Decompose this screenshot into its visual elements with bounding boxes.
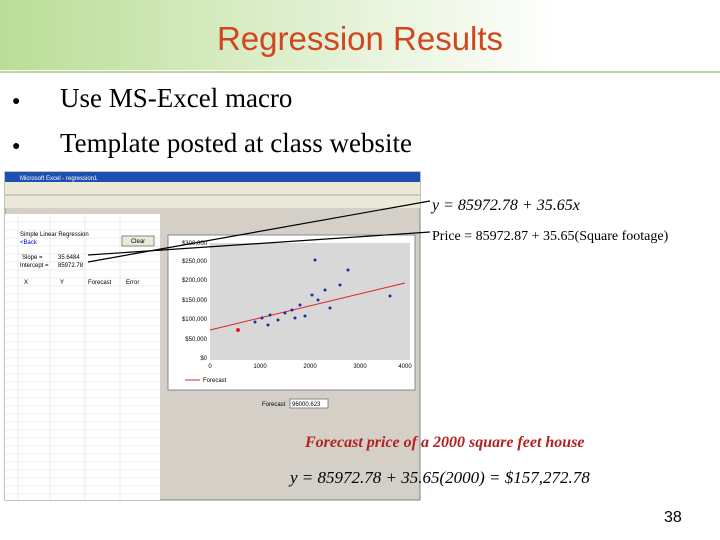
slope-value: 35.6484 [58, 255, 80, 261]
arrow [87, 231, 431, 256]
forecast-value: 96000.623 [292, 402, 321, 408]
intercept-label: Intercept = [20, 263, 49, 269]
chart-y-tick: $50,000 [185, 337, 207, 343]
chart-x-tick: 4000 [398, 364, 412, 370]
arrow [87, 200, 431, 263]
price-equation: Price = 85972.87 + 35.65(Square footage) [432, 229, 669, 244]
chart-x-tick: 2000 [303, 364, 317, 370]
back-link[interactable]: <Back [20, 240, 38, 246]
forecast-equation: y = 85972.78 + 35.65(2000) = $157,272.78 [288, 468, 590, 487]
excel-screenshot: Microsoft Excel - regression1 Simple Lin… [4, 171, 421, 501]
column-header: Error [126, 280, 139, 286]
equation: y = 85972.78 + 35.65x [430, 197, 580, 214]
column-header: Forecast [88, 280, 112, 286]
chart-y-tick: $200,000 [182, 278, 208, 284]
forecast-heading: Forecast price of a 2000 square feet hou… [304, 434, 585, 451]
bullet: Template posted at class website [60, 128, 412, 158]
chart-legend: Forecast [203, 378, 227, 384]
chart-y-tick: $250,000 [182, 259, 208, 265]
chart-y-tick: $150,000 [182, 298, 208, 304]
chart-y-tick: $100,000 [182, 317, 208, 323]
sheet-title: Simple Linear Regression [20, 232, 89, 238]
slope-label: Slope = [22, 255, 43, 261]
title: Regression Results [217, 20, 503, 57]
clear-button[interactable] [121, 235, 155, 247]
forecast-label: Forecast [262, 402, 286, 408]
chart-y-tick: $300,000 [182, 241, 208, 247]
bullet-dot: ● [12, 139, 20, 154]
page-number: 38 [664, 509, 682, 526]
column-header: X [24, 280, 28, 286]
intercept-value: 85972.78 [58, 263, 84, 269]
clear-label: Clear [131, 239, 145, 245]
header-band [0, 0, 560, 70]
window-title: Microsoft Excel - regression1 [20, 176, 98, 182]
chart-x-tick: 0 [208, 364, 212, 370]
bullet: Use MS-Excel macro [60, 83, 292, 113]
chart-x-tick: 1000 [253, 364, 267, 370]
bullet-dot: ● [12, 94, 20, 109]
chart-y-tick: $0 [200, 356, 207, 362]
chart-x-tick: 3000 [353, 364, 367, 370]
column-header: Y [60, 280, 64, 286]
